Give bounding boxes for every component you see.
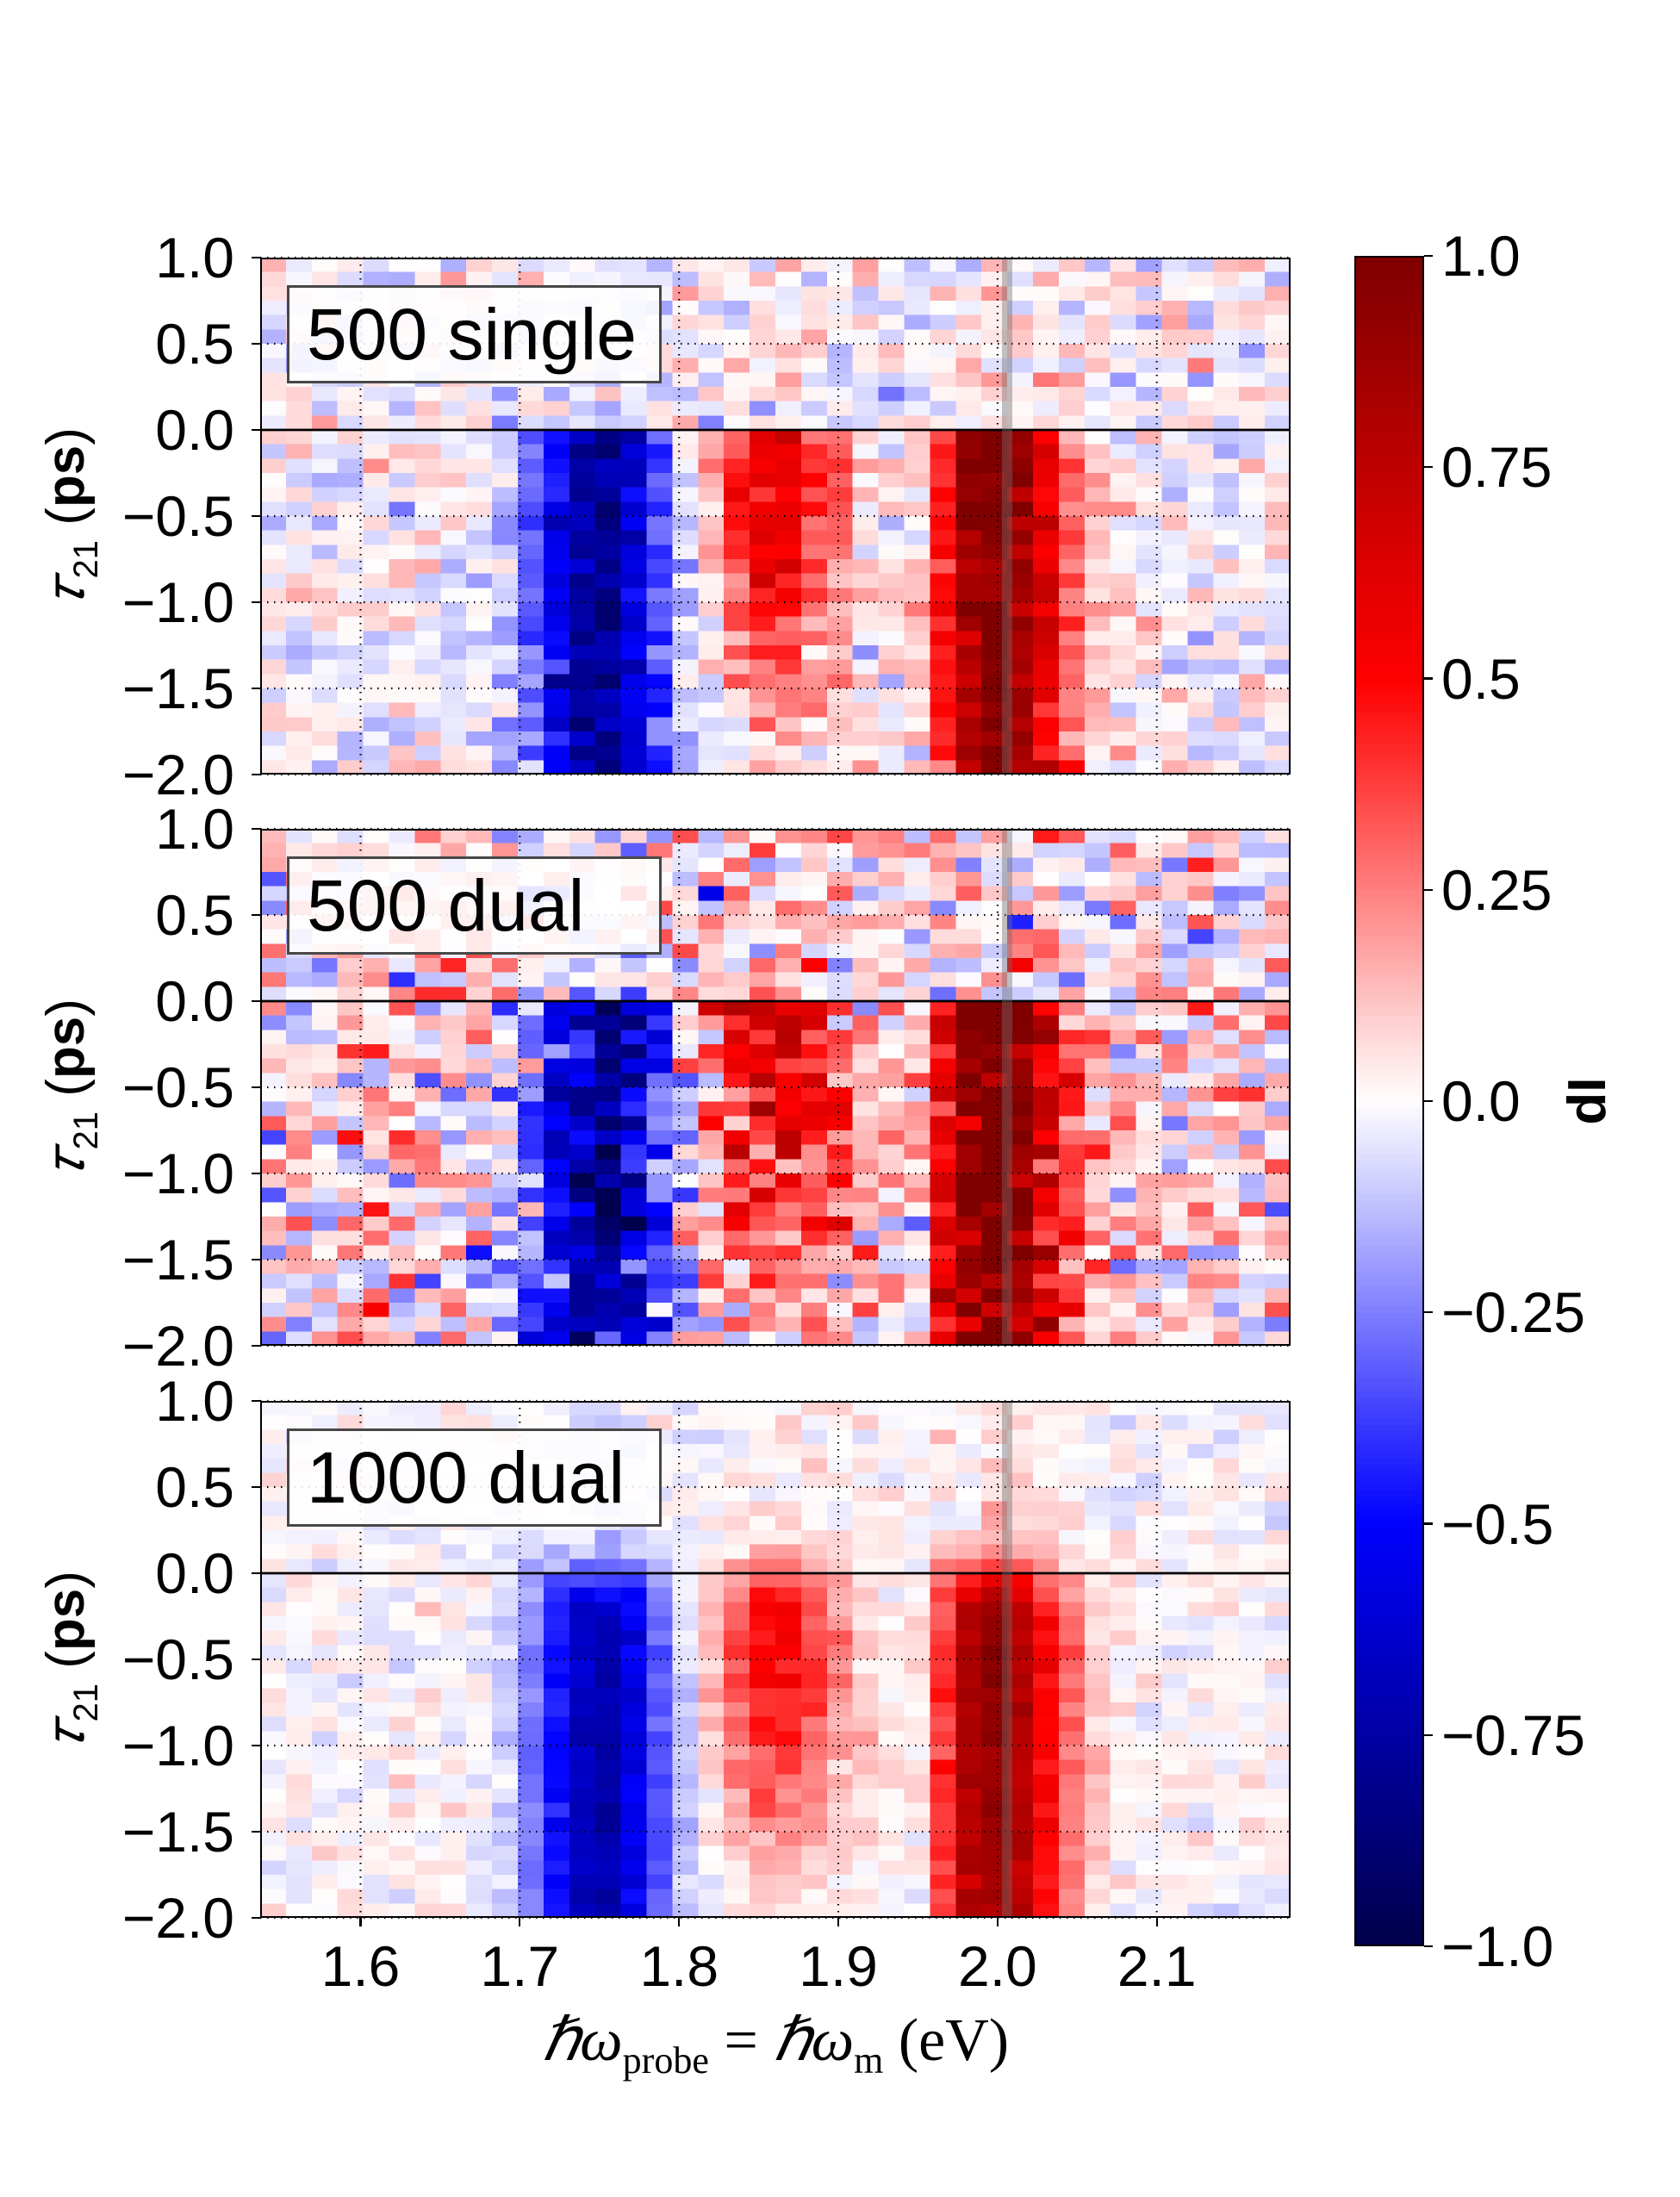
svg-text:𝜏21 (ps): 𝜏21 (ps) xyxy=(36,1571,105,1748)
svg-text:dI: dI xyxy=(1558,1077,1617,1124)
svg-text:𝜏21 (ps): 𝜏21 (ps) xyxy=(36,427,105,605)
svg-text:𝜏21 (ps): 𝜏21 (ps) xyxy=(36,999,105,1176)
